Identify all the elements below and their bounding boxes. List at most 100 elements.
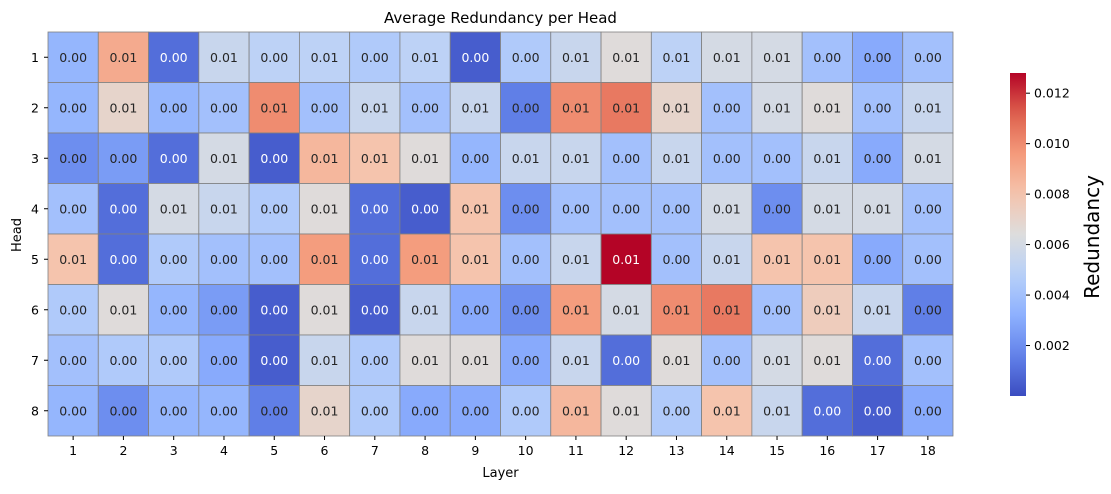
cell-value-label: 0.01 [210, 50, 238, 65]
cell-value-label: 0.01 [713, 302, 741, 317]
cell-value-label: 0.00 [813, 50, 841, 65]
heatmap-cell [600, 183, 652, 235]
cell-value-label: 0.00 [914, 252, 942, 267]
heatmap-cell [47, 82, 99, 134]
heatmap-cell [650, 284, 703, 336]
cell-value-label: 0.00 [59, 302, 87, 317]
cell-value-label: 0.01 [663, 353, 691, 368]
cell-value-label: 0.00 [361, 403, 389, 418]
x-tick-label: 12 [618, 443, 634, 458]
cell-value-label: 0.00 [59, 151, 87, 166]
heatmap-cell [500, 82, 552, 134]
heatmap-cell [198, 233, 250, 285]
heatmap-cell [298, 233, 351, 285]
cell-value-label: 0.00 [260, 50, 288, 65]
x-tick-label: 3 [170, 443, 178, 458]
cell-value-label: 0.00 [109, 353, 137, 368]
cell-value-label: 0.01 [813, 252, 841, 267]
y-tick-label: 8 [31, 403, 39, 418]
cell-value-label: 0.01 [612, 403, 640, 418]
cell-value-label: 0.01 [713, 201, 741, 216]
heatmap-cell [500, 31, 552, 83]
cell-value-label: 0.00 [864, 252, 892, 267]
heatmap-cell [148, 233, 200, 285]
cell-value-label: 0.01 [612, 302, 640, 317]
heatmap-cell [148, 385, 200, 437]
cell-value-label: 0.00 [160, 100, 188, 115]
cell-value-label: 0.01 [813, 151, 841, 166]
cell-value-label: 0.00 [864, 151, 892, 166]
heatmap-cell [550, 334, 602, 386]
heatmap-cell [650, 183, 703, 235]
cell-value-label: 0.00 [109, 201, 137, 216]
heatmap-cell [751, 334, 803, 386]
heatmap-cell [801, 385, 853, 437]
heatmap-cell [500, 233, 552, 285]
cell-value-label: 0.01 [914, 151, 942, 166]
x-axis: 1 2 3 4 5 6 7 8 9 10 11 12 13 14 15 16 17 18 [69, 436, 936, 458]
cell-value-label: 0.00 [512, 100, 540, 115]
x-tick-label: 13 [669, 443, 685, 458]
cell-value-label: 0.00 [512, 50, 540, 65]
cell-value-label: 0.00 [311, 100, 339, 115]
cell-value-label: 0.01 [311, 353, 339, 368]
cell-value-label: 0.00 [59, 50, 87, 65]
heatmap-cell [650, 334, 703, 386]
cell-value-label: 0.00 [663, 403, 691, 418]
cell-value-label: 0.01 [411, 151, 439, 166]
heatmap-cell [751, 233, 803, 285]
y-tick-label: 5 [31, 252, 39, 267]
heatmap-cell [902, 284, 954, 336]
heatmap-cell [500, 132, 552, 184]
x-tick-label: 11 [568, 443, 584, 458]
cell-value-label: 0.01 [663, 302, 691, 317]
heatmap-cell [751, 284, 803, 336]
heatmap-cell [449, 82, 501, 134]
cell-value-label: 0.01 [562, 403, 590, 418]
cell-value-label: 0.01 [612, 50, 640, 65]
cell-value-label: 0.00 [411, 403, 439, 418]
cell-value-label: 0.00 [512, 201, 540, 216]
heatmap-cell [650, 233, 703, 285]
heatmap-cell [399, 284, 451, 336]
cell-value-label: 0.01 [311, 302, 339, 317]
cell-value-label: 0.00 [59, 403, 87, 418]
cell-value-label: 0.01 [713, 403, 741, 418]
cell-value-label: 0.00 [411, 100, 439, 115]
cell-value-label: 0.00 [260, 151, 288, 166]
y-tick-label: 2 [31, 100, 39, 115]
heatmap-cell [198, 284, 250, 336]
cell-value-label: 0.00 [461, 151, 489, 166]
cell-value-label: 0.00 [864, 100, 892, 115]
cell-value-label: 0.00 [109, 151, 137, 166]
cell-value-label: 0.01 [562, 151, 590, 166]
cell-value-label: 0.00 [562, 201, 590, 216]
cell-value-label: 0.01 [763, 252, 791, 267]
heatmap-cell [198, 82, 250, 134]
x-tick-label: 1 [69, 443, 77, 458]
cell-value-label: 0.00 [663, 201, 691, 216]
cell-value-label: 0.00 [612, 201, 640, 216]
chart-title: Average Redundancy per Head [384, 9, 617, 27]
heatmap-cell [801, 233, 853, 285]
cell-value-label: 0.01 [109, 100, 137, 115]
heatmap-cell [47, 183, 99, 235]
cell-value-label: 0.00 [260, 252, 288, 267]
heatmap-cell [198, 132, 250, 184]
heatmap-cell [852, 284, 904, 336]
cell-value-label: 0.00 [160, 252, 188, 267]
heatmap-cell [701, 31, 753, 83]
heatmap-cell [298, 31, 351, 83]
heatmap-cell [600, 385, 652, 437]
x-tick-label: 16 [819, 443, 835, 458]
cell-value-label: 0.00 [160, 302, 188, 317]
colorbar-label: Redundancy [1080, 175, 1104, 299]
heatmap-cell [97, 334, 149, 386]
cell-value-label: 0.01 [361, 100, 389, 115]
heatmap-cell-labels: 0.00 0.01 0.00 0.01 0.00 0.01 0.00 0.01 0.00 0.00… [59, 50, 942, 419]
cell-value-label: 0.01 [210, 151, 238, 166]
cell-value-label: 0.01 [59, 252, 87, 267]
y-tick-label: 7 [31, 353, 39, 368]
cell-value-label: 0.00 [210, 403, 238, 418]
